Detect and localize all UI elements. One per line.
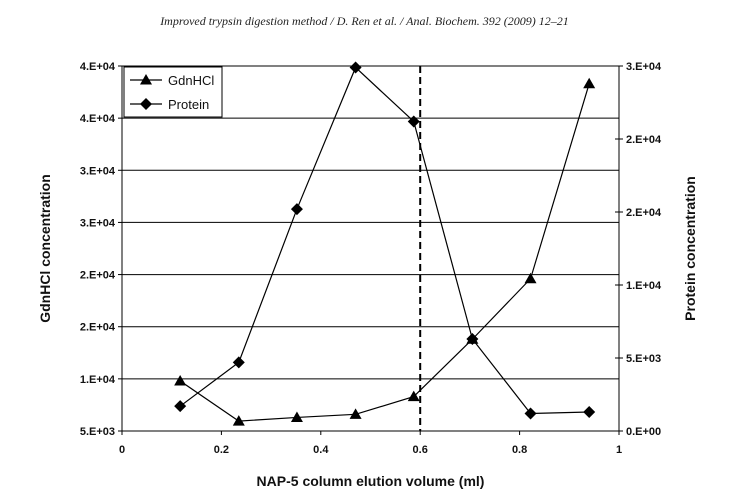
data-point-protein xyxy=(407,115,420,128)
data-point-protein xyxy=(349,61,362,74)
x-tick-label: 1 xyxy=(616,444,622,456)
tick-labels: 5.E+03 1.E+04 2.E+04 2.E+04 3.E+04 3.E+04 4.E+… xyxy=(37,61,698,489)
legend-label-gdnhcl: GdnHCl xyxy=(168,73,214,88)
page-header: Improved trypsin digestion method / D. R… xyxy=(160,14,569,28)
data-point-gdnhcl xyxy=(407,390,420,402)
data-point-gdnhcl xyxy=(290,411,303,422)
data-point-protein xyxy=(290,203,303,216)
x-tick-label: 0.2 xyxy=(214,444,229,456)
y-right-tick-label: 1.E+04 xyxy=(626,280,662,292)
y-left-tick-label: 5.E+03 xyxy=(80,426,115,438)
axes xyxy=(118,65,623,435)
plot-frame xyxy=(121,65,620,432)
x-axis-title: NAP-5 column elution volume (ml) xyxy=(257,473,485,489)
y-right-tick-label: 2.E+04 xyxy=(626,134,662,146)
y-right-tick-label: 2.E+04 xyxy=(626,207,662,219)
y-left-tick-label: 3.E+04 xyxy=(80,165,116,177)
gridlines xyxy=(122,65,619,432)
legend-marker-protein xyxy=(140,98,152,110)
y-left-tick-label: 4.E+04 xyxy=(80,113,116,125)
series-line-gdnhcl xyxy=(179,83,590,422)
data-point-protein xyxy=(524,407,537,420)
data-point-protein xyxy=(232,356,245,369)
y-left-tick-label: 1.E+04 xyxy=(80,374,116,386)
legend: GdnHCl Protein xyxy=(123,66,223,118)
data-point-protein xyxy=(466,333,479,346)
y-right-tick-label: 5.E+03 xyxy=(626,353,661,365)
data-point-gdnhcl xyxy=(349,408,362,419)
x-tick-label: 0.8 xyxy=(512,444,527,456)
data-point-protein xyxy=(174,400,187,413)
data-point-gdnhcl xyxy=(583,77,596,89)
y-left-tick-label: 2.E+04 xyxy=(80,270,116,282)
x-tick-label: 0.4 xyxy=(313,444,329,456)
y-left-tick-label: 2.E+04 xyxy=(80,322,116,334)
legend-box xyxy=(123,66,223,118)
data-point-protein xyxy=(583,406,596,419)
legend-label-protein: Protein xyxy=(168,97,209,112)
y-left-axis-title: GdnHCl concentration xyxy=(37,174,53,323)
x-tick-label: 0.6 xyxy=(413,444,428,456)
series-layer xyxy=(174,61,596,431)
legend-marker-gdnhcl xyxy=(140,74,152,85)
y-left-tick-label: 4.E+04 xyxy=(80,61,116,73)
y-right-axis-title: Protein concentration xyxy=(682,176,698,321)
data-point-gdnhcl xyxy=(174,374,187,386)
data-point-gdnhcl xyxy=(524,272,537,284)
series-line-protein xyxy=(179,66,590,415)
data-point-gdnhcl xyxy=(232,415,245,426)
x-tick-label: 0 xyxy=(119,444,125,456)
series-protein xyxy=(174,61,596,420)
y-left-tick-label: 3.E+04 xyxy=(80,217,116,229)
y-right-tick-label: 3.E+04 xyxy=(626,61,662,73)
y-right-tick-label: 0.E+00 xyxy=(626,426,661,438)
series-gdnhcl xyxy=(174,77,596,426)
